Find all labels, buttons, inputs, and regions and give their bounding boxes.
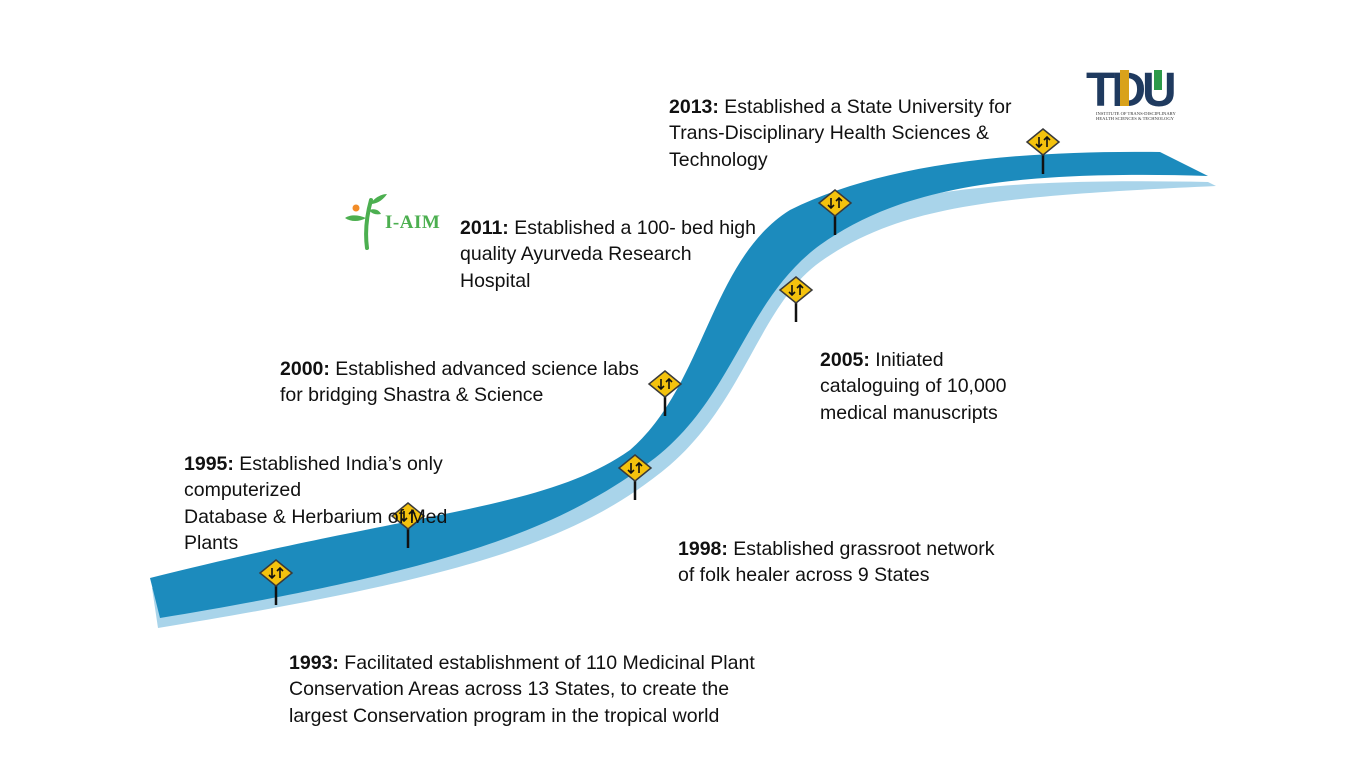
signpost-1998 <box>617 454 653 500</box>
milestone-year: 1993: <box>289 651 339 674</box>
milestone-year: 2013: <box>669 95 719 118</box>
road-sign-icon <box>390 502 426 530</box>
signpost-2000 <box>647 370 683 416</box>
milestone-1993: 1993: Facilitated establishment of 110 M… <box>289 623 755 729</box>
two-way-arrow-icon <box>268 566 284 580</box>
signpost-2005 <box>778 276 814 322</box>
road-band <box>150 151 1208 618</box>
two-way-arrow-icon <box>788 283 804 297</box>
road-sign-icon <box>1025 128 1061 156</box>
milestone-2000: 2000: Established advanced science labs … <box>280 329 639 409</box>
two-way-arrow-icon <box>400 509 416 523</box>
signpost-1995 <box>390 502 426 548</box>
svg-text:TDU: TDU <box>1086 64 1174 110</box>
milestone-year: 2000: <box>280 357 330 380</box>
milestone-2013: 2013: Established a State University for… <box>669 67 1012 173</box>
two-way-arrow-icon <box>827 196 843 210</box>
milestone-text: Initiated cataloguing of 10,000 medical … <box>820 348 1007 424</box>
milestone-year: 2011: <box>460 216 509 239</box>
tdu-logo-icon: TDU <box>1086 64 1178 110</box>
tdu-logo: TDU Institute of Trans-Disciplinary Heal… <box>1084 64 1180 128</box>
road-sign-icon <box>778 276 814 304</box>
road-sign-icon <box>258 559 294 587</box>
milestone-text: Established India’s only computerized Da… <box>184 452 448 555</box>
milestone-year: 1995: <box>184 452 234 475</box>
milestone-text: Established grassroot network of folk he… <box>678 537 995 587</box>
two-way-arrow-icon <box>657 377 673 391</box>
road-sign-icon <box>617 454 653 482</box>
iaim-plant-icon <box>345 194 387 250</box>
signpost-2011 <box>817 189 853 235</box>
milestone-1995: 1995: Established India’s only computeri… <box>184 424 447 557</box>
two-way-arrow-icon <box>627 461 643 475</box>
milestone-text: Established a State University for Trans… <box>669 95 1012 171</box>
signpost-1993 <box>258 559 294 605</box>
tdu-logo-subtitle: Institute of Trans-Disciplinary Health S… <box>1096 111 1176 122</box>
two-way-arrow-icon <box>1035 135 1051 149</box>
milestone-2011: 2011: Established a 100- bed high qualit… <box>460 188 756 294</box>
milestone-text: Facilitated establishment of 110 Medicin… <box>289 651 755 727</box>
milestone-2005: 2005: Initiated cataloguing of 10,000 me… <box>820 320 1007 426</box>
milestone-text: Established a 100- bed high quality Ayur… <box>460 216 756 292</box>
road-sign-icon <box>647 370 683 398</box>
milestone-year: 1998: <box>678 537 728 560</box>
milestone-1998: 1998: Established grassroot network of f… <box>678 509 995 589</box>
milestone-text: Established advanced science labs for br… <box>280 357 639 407</box>
signpost-2013 <box>1025 128 1061 174</box>
iaim-logo-text: I-AIM <box>385 212 441 233</box>
milestone-year: 2005: <box>820 348 870 371</box>
iaim-logo: I-AIM <box>343 188 443 250</box>
road-sign-icon <box>817 189 853 217</box>
